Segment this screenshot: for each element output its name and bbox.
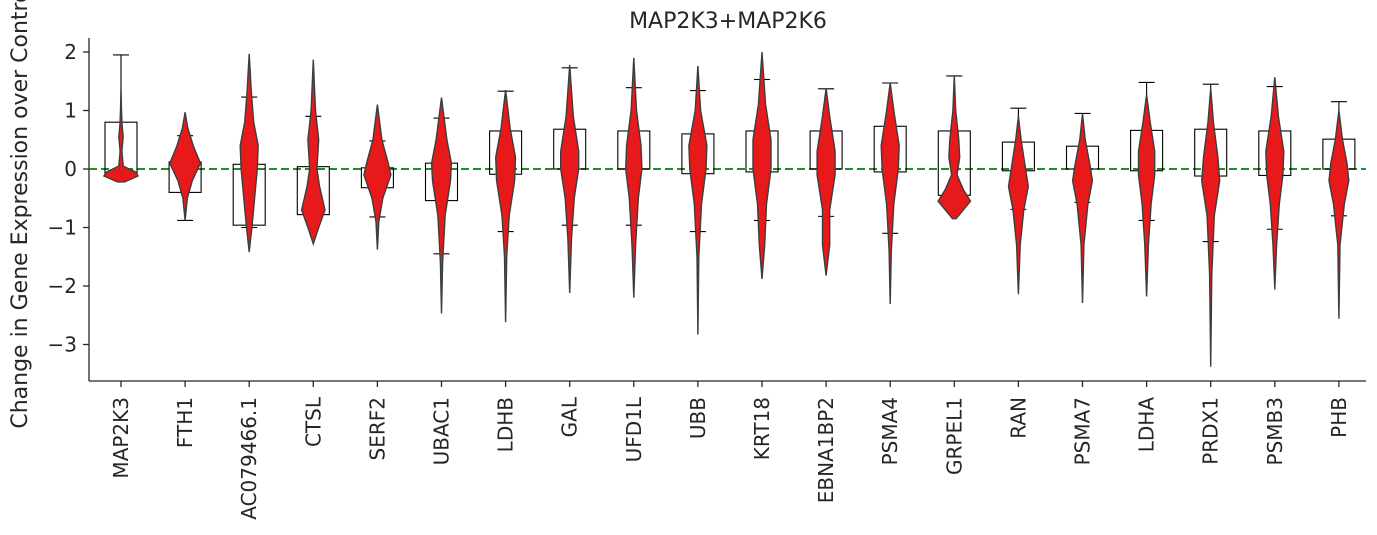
violin-ctsl — [300, 59, 326, 247]
violin-ufd1l — [624, 57, 643, 298]
violin-psmb3 — [1265, 77, 1285, 290]
violin-ebna1bp2 — [816, 88, 836, 276]
violin-psma4 — [880, 82, 900, 305]
y-tick-label: −2 — [48, 274, 77, 298]
x-tick-label: UBAC1 — [430, 397, 454, 465]
x-tick-label: LDHB — [494, 397, 518, 452]
violin-ac079466-1 — [239, 53, 259, 253]
violin-fth1 — [169, 112, 202, 221]
x-tick-label: PSMB3 — [1263, 397, 1287, 465]
y-tick-label: −1 — [48, 216, 77, 240]
violin-phb — [1328, 110, 1350, 319]
x-tick-label: KRT18 — [750, 397, 774, 460]
x-tick-label: CTSL — [301, 396, 325, 447]
y-tick-label: −3 — [48, 333, 77, 357]
x-tick-label: UBB — [686, 397, 710, 439]
x-tick-label: GAL — [558, 396, 582, 437]
x-tick-label: GRPEL1 — [942, 397, 966, 475]
violin-prdx1 — [1200, 88, 1221, 367]
y-tick-label: 2 — [64, 40, 77, 64]
chart-title: MAP2K3+MAP2K6 — [629, 9, 827, 34]
x-tick-label: PSMA7 — [1071, 397, 1095, 465]
x-tick-label: EBNA1BP2 — [814, 397, 838, 503]
violin-map2k3 — [102, 88, 140, 183]
x-tick-label: PHB — [1327, 397, 1351, 438]
x-tick-label: PRDX1 — [1199, 397, 1223, 465]
violin-ubac1 — [430, 97, 453, 314]
x-tick-label: MAP2K3 — [109, 397, 133, 479]
x-tick-label: UFD1L — [622, 396, 646, 462]
violin-grpel1 — [937, 75, 972, 220]
x-tick-label: AC079466.1 — [237, 397, 261, 520]
violin-krt18 — [752, 51, 772, 280]
x-tick-label: SERF2 — [365, 397, 389, 460]
y-tick-label: 1 — [64, 99, 77, 123]
violin-psma7 — [1071, 113, 1094, 304]
x-tick-label: RAN — [1006, 397, 1030, 439]
violin-ldha — [1137, 94, 1156, 297]
violin-ubb — [688, 65, 708, 335]
violin-ran — [1007, 116, 1030, 295]
y-tick-label: 0 — [64, 157, 77, 181]
violin-gal — [560, 64, 580, 294]
y-axis-label: Change in Gene Expression over Control — [8, 0, 33, 429]
x-tick-label: PSMA4 — [878, 397, 902, 465]
plot-area: 2 1 0 −1 −2 −3 MAP2K3 FTH1 AC079466.1 CTSL SERF2 UB… — [48, 38, 1366, 520]
x-tick-label: LDHA — [1135, 397, 1159, 453]
violin-serf2 — [363, 104, 392, 250]
x-tick-label: FTH1 — [173, 397, 197, 448]
violin-ldhb — [494, 89, 517, 323]
